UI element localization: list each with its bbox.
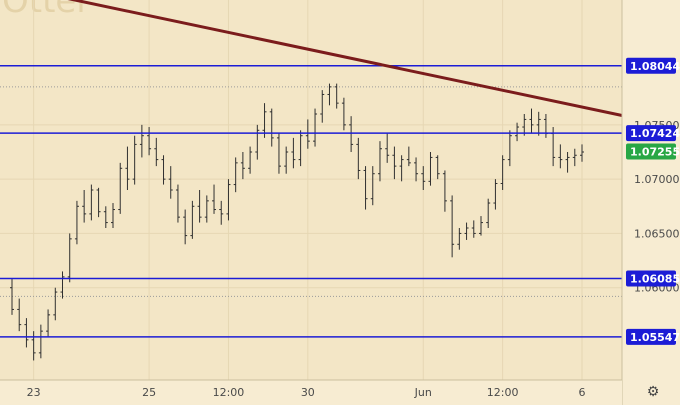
level-price-badge <box>626 57 676 74</box>
gear-icon[interactable]: ⚙ <box>646 384 660 400</box>
level-price-badge-text: 1.07424 <box>630 127 680 140</box>
y-tick-label: 1.06500 <box>634 227 680 240</box>
x-tick-label: 12:00 <box>487 386 519 399</box>
current-price-badge <box>626 143 676 160</box>
level-price-badge <box>626 328 676 345</box>
watermark-text: Otter <box>2 0 90 21</box>
time-axis-bg <box>0 380 622 405</box>
level-price-badge <box>626 125 676 142</box>
level-price-badge-text: 1.06085 <box>630 272 680 285</box>
x-tick-label: 30 <box>301 386 315 399</box>
current-price-badge-text: 1.07255 <box>630 145 680 158</box>
level-price-badge-text: 1.08044 <box>630 60 680 73</box>
x-tick-label: 23 <box>27 386 41 399</box>
level-price-badge <box>626 270 676 287</box>
trend-line <box>67 0 680 130</box>
x-tick-label: 12:00 <box>213 386 245 399</box>
x-tick-label: Jun <box>414 386 432 399</box>
x-tick-label: 6 <box>579 386 586 399</box>
level-price-badge-text: 1.05547 <box>630 331 680 344</box>
x-tick-label: 25 <box>142 386 156 399</box>
y-tick-label: 1.07000 <box>634 173 680 186</box>
